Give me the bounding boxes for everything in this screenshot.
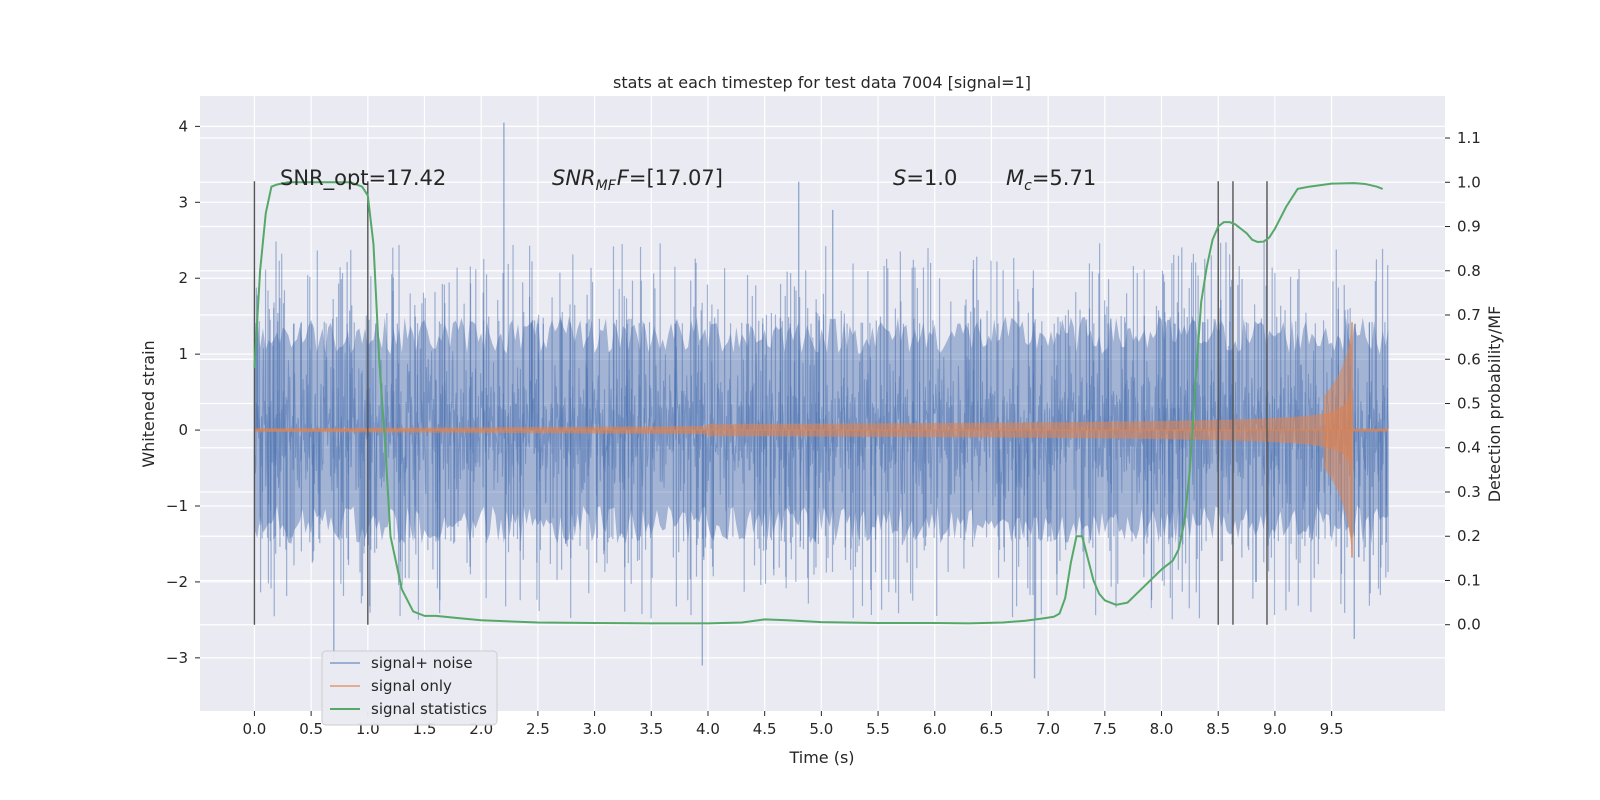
y-right-tick-label: 0.8 bbox=[1457, 262, 1481, 280]
x-tick-label: 8.0 bbox=[1150, 720, 1174, 738]
y-left-tick-label: −2 bbox=[166, 573, 188, 591]
legend-label-stats: signal statistics bbox=[371, 700, 487, 718]
series-signal-only bbox=[254, 322, 1389, 558]
y-right-tick-label: 0.6 bbox=[1457, 350, 1481, 368]
signal-merger-tail bbox=[1323, 322, 1353, 558]
x-tick-label: 6.0 bbox=[923, 720, 947, 738]
y-left-tick-label: −3 bbox=[166, 649, 188, 667]
legend-label-noise: signal+ noise bbox=[371, 654, 473, 672]
x-tick-label: 9.5 bbox=[1320, 720, 1344, 738]
left-y-axis-label: Whitened strain bbox=[139, 340, 158, 467]
right-y-axis-label: Detection probability/MF bbox=[1485, 306, 1504, 503]
y-left-tick-label: 0 bbox=[178, 421, 188, 439]
y-right-tick-label: 0.3 bbox=[1457, 483, 1481, 501]
x-axis-label: Time (s) bbox=[788, 748, 854, 767]
y-left-tick-label: 2 bbox=[178, 269, 188, 287]
y-right-tick-label: 0.9 bbox=[1457, 218, 1481, 236]
x-tick-label: 0.5 bbox=[299, 720, 323, 738]
statistics-line bbox=[253, 181, 1384, 625]
x-tick-label: 4.5 bbox=[753, 720, 777, 738]
chart-title: stats at each timestep for test data 700… bbox=[613, 73, 1031, 92]
noise-waveform bbox=[253, 337, 1389, 536]
y-right-tick-label: 0.7 bbox=[1457, 306, 1481, 324]
series-signal-noise bbox=[253, 122, 1389, 679]
y-left-tick-label: 4 bbox=[178, 117, 188, 135]
y-left-tick-label: −1 bbox=[166, 497, 188, 515]
y-right-tick-label: 0.2 bbox=[1457, 527, 1481, 545]
x-tick-label: 5.0 bbox=[809, 720, 833, 738]
left-y-axis-ticks: −3 −2 −1 0 1 2 3 4 bbox=[166, 117, 200, 667]
legend-box bbox=[321, 650, 498, 726]
x-tick-label: 2.5 bbox=[526, 720, 550, 738]
x-tick-label: 0.0 bbox=[242, 720, 266, 738]
y-left-tick-label: 1 bbox=[178, 345, 188, 363]
annotation-snr-opt: SNR_opt=17.42 bbox=[280, 166, 446, 191]
y-right-tick-label: 1.0 bbox=[1457, 173, 1481, 191]
annotation-s: S=1.0 bbox=[893, 166, 957, 190]
x-tick-label: 5.5 bbox=[866, 720, 890, 738]
x-tick-label: 7.5 bbox=[1093, 720, 1117, 738]
vertical-markers bbox=[253, 181, 1268, 625]
x-tick-label: 3.5 bbox=[639, 720, 663, 738]
x-tick-label: 8.5 bbox=[1206, 720, 1230, 738]
right-y-axis-ticks: 0.0 0.1 0.2 0.3 0.4 0.5 0.6 0.7 0.8 0.9 1.0 1.1 bbox=[1445, 129, 1481, 634]
y-right-tick-label: 0.4 bbox=[1457, 439, 1481, 457]
series-signal-statistics bbox=[253, 181, 1384, 625]
y-right-tick-label: 0.0 bbox=[1457, 616, 1481, 634]
annotation-snr-mf: SNRMFF=[17.07] bbox=[552, 166, 723, 194]
x-tick-label: 7.0 bbox=[1036, 720, 1060, 738]
y-right-tick-label: 0.1 bbox=[1457, 571, 1481, 589]
x-tick-label: 9.0 bbox=[1263, 720, 1287, 738]
annotation-mc: Mc=5.71 bbox=[1006, 166, 1096, 194]
y-left-tick-label: 3 bbox=[178, 193, 188, 211]
legend-label-signal: signal only bbox=[371, 677, 452, 695]
legend: signal+ noise signal only signal statist… bbox=[321, 650, 498, 726]
x-tick-label: 4.0 bbox=[696, 720, 720, 738]
x-tick-label: 6.5 bbox=[980, 720, 1004, 738]
y-right-tick-label: 1.1 bbox=[1457, 129, 1481, 147]
y-right-tick-label: 0.5 bbox=[1457, 395, 1481, 413]
x-axis-ticks: 0.0 0.5 1.0 1.5 2.0 2.5 3.0 3.5 4.0 4.5 5.0 5.5 6.0 6… bbox=[242, 711, 1344, 738]
x-tick-label: 3.0 bbox=[583, 720, 607, 738]
